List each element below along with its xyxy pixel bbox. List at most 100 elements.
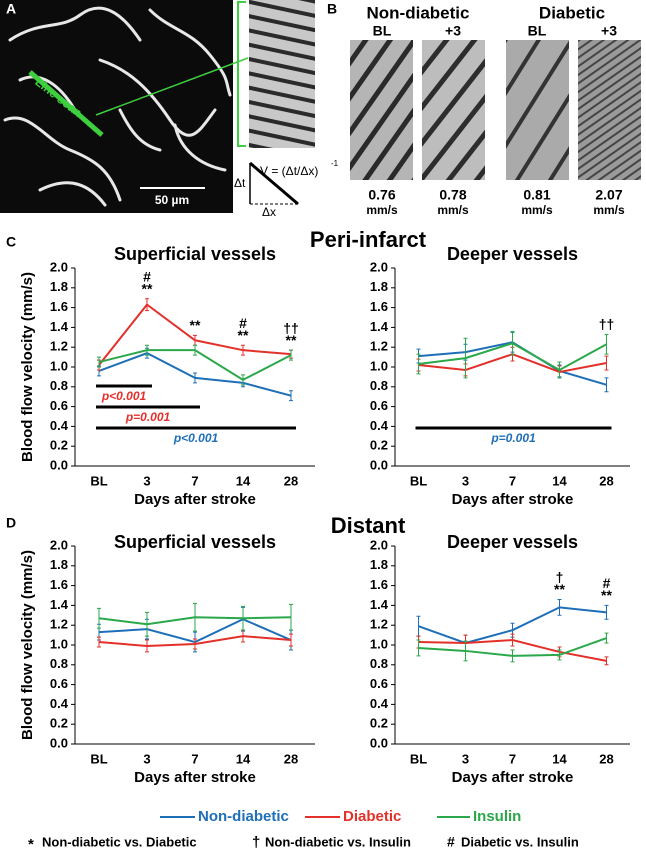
scale-bar-label: 50 µm [155, 193, 189, 207]
y-tick-label: 2.0 [50, 259, 68, 274]
error-bar [463, 640, 468, 662]
error-bar [416, 639, 421, 657]
y-tick-label: 1.6 [50, 577, 68, 592]
error-bar [145, 298, 149, 312]
error-bar [289, 349, 293, 361]
unit: mm/s [593, 203, 625, 217]
x-axis-label: Days after stroke [452, 769, 574, 786]
y-tick-label: 2.0 [370, 537, 388, 552]
x-axis-label: Days after stroke [452, 491, 574, 508]
x-tick-label: 7 [509, 473, 516, 488]
legend-label: Diabetic [343, 808, 401, 825]
comparison-label: p=0.001 [125, 410, 171, 424]
error-bar [289, 633, 293, 647]
x-tick-label: 3 [462, 473, 469, 488]
vessels [3, 6, 232, 207]
error-bar [604, 604, 609, 620]
panel-label: A [6, 1, 16, 17]
kymograph [249, 0, 315, 148]
annotation: ** [554, 581, 565, 597]
x-tick-label: 7 [191, 751, 198, 766]
x-tick-label: 28 [599, 473, 613, 488]
error-bar [145, 344, 149, 356]
kymograph [506, 40, 569, 180]
x-tick-label: 3 [462, 751, 469, 766]
velocity: 0.76 [368, 187, 395, 203]
y-tick-label: 1.8 [370, 557, 388, 572]
y-tick-label: 0.8 [50, 378, 68, 393]
dt-label: Δt [234, 176, 246, 190]
bracket [237, 1, 246, 147]
kymo-label: +3 [601, 23, 617, 39]
annotation: ** [286, 332, 297, 348]
footnote: Diabetic vs. Insulin [461, 834, 579, 849]
annotation: # [603, 575, 611, 591]
y-tick-label: 1.2 [370, 339, 388, 354]
error-bar [463, 337, 468, 379]
y-axis-label: Blood flow velocity (mm/s) [19, 272, 36, 462]
kymograph [422, 40, 485, 180]
y-tick-label: 1.6 [50, 299, 68, 314]
y-tick-label: 0.6 [370, 398, 388, 413]
legend-label: Insulin [473, 808, 521, 825]
footnote-symbol: * [28, 836, 34, 852]
footnote: Non-diabetic vs. Diabetic [42, 834, 197, 849]
y-tick-label: 1.0 [370, 636, 388, 651]
section-title: Distant [331, 513, 406, 538]
y-tick-label: 0.4 [370, 696, 389, 711]
group-title: Diabetic [539, 3, 605, 22]
error-bar [241, 605, 245, 631]
panel-label: D [6, 515, 16, 531]
y-tick-label: 1.4 [370, 597, 389, 612]
line-scan [28, 70, 104, 137]
kymograph [578, 40, 641, 180]
footnote-symbol: † [252, 834, 260, 851]
error-bar [604, 632, 609, 644]
y-tick-label: 0.2 [370, 438, 388, 453]
error-bar [97, 356, 101, 368]
x-tick-label: 28 [284, 751, 298, 766]
y-tick-label: 2.0 [370, 259, 388, 274]
error-bar [604, 377, 609, 393]
footnote: Non-diabetic vs. Insulin [265, 834, 411, 849]
y-tick-label: 1.0 [50, 358, 68, 373]
error-bar [193, 372, 197, 384]
x-tick-label: BL [90, 473, 107, 488]
error-bar [193, 344, 197, 356]
y-tick-label: 0.6 [50, 398, 68, 413]
y-tick-label: 1.0 [50, 636, 68, 651]
velocity: 0.78 [439, 187, 466, 203]
annotation: ** [601, 587, 612, 603]
y-tick-label: 1.8 [50, 279, 68, 294]
y-axis-label: Blood flow velocity (mm/s) [19, 550, 36, 740]
y-tick-label: 1.4 [50, 597, 69, 612]
y-tick-label: 1.2 [50, 617, 68, 632]
y-tick-label: 1.8 [50, 557, 68, 572]
error-bar [97, 607, 101, 629]
y-tick-label: 0.0 [370, 457, 388, 472]
error-bar [289, 603, 293, 631]
error-bar [241, 374, 245, 386]
annotation: †† [283, 320, 299, 336]
footnote-symbol: # [447, 834, 455, 850]
y-tick-label: 1.6 [370, 299, 388, 314]
y-tick-label: 0.8 [50, 656, 68, 671]
annotation: ** [142, 280, 153, 296]
y-tick-label: 1.0 [370, 358, 388, 373]
error-bar [510, 330, 515, 356]
x-tick-label: 28 [599, 751, 613, 766]
y-tick-label: 1.4 [370, 319, 389, 334]
kymo-label: BL [373, 23, 392, 39]
y-tick-label: 0.8 [370, 378, 388, 393]
chart-title: Deeper vessels [447, 532, 578, 552]
velocity: 0.81 [523, 187, 550, 203]
annotation: ** [238, 327, 249, 343]
y-tick-label: 0.4 [370, 418, 389, 433]
y-tick-label: 1.2 [370, 617, 388, 632]
x-tick-label: 14 [552, 473, 567, 488]
comparison-label: p<0.001 [101, 389, 147, 403]
kymograph [350, 40, 413, 180]
error-bar [193, 602, 197, 632]
annotation: †† [599, 316, 615, 332]
